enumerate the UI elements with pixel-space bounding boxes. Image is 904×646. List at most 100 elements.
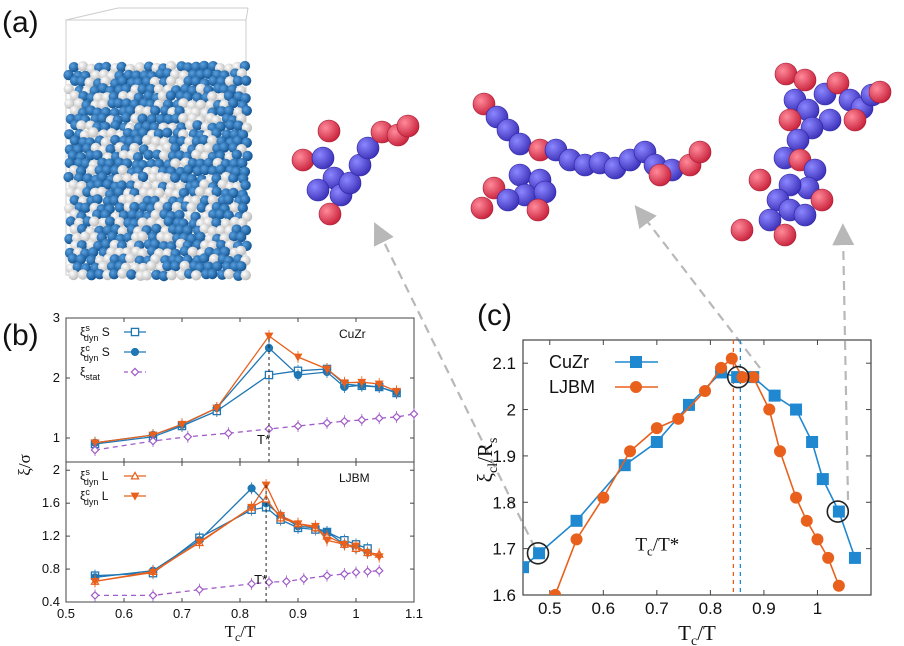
atom (216, 106, 227, 117)
atom (113, 187, 125, 198)
data-point-cuzr (650, 436, 663, 448)
atom (170, 143, 181, 154)
data-point (90, 445, 100, 455)
atom (63, 171, 74, 183)
atom (207, 91, 218, 102)
x-tick-label: 0.5 (57, 606, 75, 621)
atom (65, 187, 76, 198)
data-point-cuzr (848, 551, 861, 564)
data-point-cuzr (682, 398, 695, 411)
data-point (264, 332, 274, 341)
atom (225, 120, 236, 131)
legend-label: ξc dyn L (80, 487, 109, 507)
atom (65, 216, 77, 227)
data-point-cuzr (533, 547, 546, 560)
atom (212, 261, 223, 272)
atom (174, 224, 186, 236)
atom-cluster-icon-large (868, 80, 892, 104)
atom (162, 260, 173, 272)
y-tick-label: 2.1 (492, 354, 516, 373)
atom (165, 90, 177, 101)
atom (208, 75, 219, 87)
data-point (322, 365, 332, 374)
t-star-label: T* (254, 572, 267, 587)
atom (150, 105, 161, 116)
data-point (322, 418, 332, 428)
legend-label: ξc dyn S (80, 343, 110, 363)
atom (113, 98, 125, 109)
atom-cluster-icon-medium (688, 140, 712, 164)
atom (187, 246, 198, 257)
data-point (194, 538, 204, 547)
atom (68, 269, 79, 281)
atom-cluster-icon-large (778, 108, 802, 132)
atom-cluster-icon-large (793, 68, 817, 92)
data-point (374, 380, 384, 389)
atom (137, 217, 148, 228)
data-point (392, 412, 402, 422)
atom (237, 158, 248, 169)
atom (117, 165, 128, 176)
data-point-ljbm (822, 551, 835, 564)
atom (233, 120, 244, 131)
atom (228, 173, 239, 184)
data-point (293, 370, 303, 380)
atom (126, 269, 137, 280)
atom (84, 77, 95, 88)
x-tick-label: 0.7 (173, 606, 191, 621)
atom (215, 209, 226, 220)
atom (157, 90, 168, 102)
y-tick-label: 1.8 (492, 493, 516, 512)
data-point-ljbm (672, 412, 685, 425)
atom (219, 142, 230, 153)
atom (192, 120, 203, 131)
atom (76, 120, 87, 131)
legend-label: LJBM (549, 377, 595, 397)
atom (233, 270, 244, 281)
atom (229, 202, 240, 213)
atom (75, 254, 87, 265)
y-tick-label: 0.8 (42, 561, 60, 576)
data-point (322, 536, 332, 545)
x-tick-label: 0.9 (752, 599, 776, 618)
y-tick-label: 0.4 (42, 594, 60, 609)
atom (239, 194, 251, 205)
atom (143, 149, 154, 161)
atom (80, 202, 91, 213)
atom (76, 76, 87, 87)
data-point (212, 404, 222, 413)
panel-label-b: (b) (2, 319, 39, 352)
data-point (363, 567, 373, 576)
atom (199, 253, 210, 264)
atom (223, 268, 235, 280)
x-tick-label: 0.8 (699, 599, 723, 618)
data-point (148, 436, 158, 446)
panel-label-a: (a) (2, 6, 39, 39)
atom (117, 268, 128, 279)
y-tick-label: 1.9 (492, 447, 516, 466)
atom-cluster-icon-small (291, 148, 315, 172)
atom-cluster-icon-small (317, 119, 341, 143)
atom (146, 260, 157, 271)
atom (178, 187, 190, 199)
atom-cluster-icon-medium (526, 198, 550, 222)
x-tick-label: 0.6 (115, 606, 133, 621)
data-point-ljbm (832, 579, 845, 592)
chart-c: 0.5 0.6 0.7 0.8 0.9 1 1.6 1.7 1.8 1.9 2 2.1 CuZr LJBM… (473, 339, 872, 646)
data-point-ljbm (570, 533, 583, 546)
atom (163, 232, 174, 243)
legend-label: ξs dyn S (80, 323, 110, 343)
legend-marker (130, 347, 140, 357)
atom (86, 164, 98, 176)
atom (137, 171, 149, 183)
x-tick-label: 0.8 (231, 606, 249, 621)
atom-cluster-icon-medium (496, 188, 520, 212)
atom (178, 113, 189, 124)
atom (88, 127, 99, 138)
system-label: LJBM (339, 471, 370, 485)
atom (174, 209, 185, 221)
data-point (357, 415, 367, 425)
chart-b-top: 1 2 3 T* CuZr ξs dyn Sξc dyn S ξstat (53, 310, 419, 463)
y-tick-label: 1.7 (492, 540, 516, 559)
y-tick-label: 1.6 (492, 586, 516, 605)
